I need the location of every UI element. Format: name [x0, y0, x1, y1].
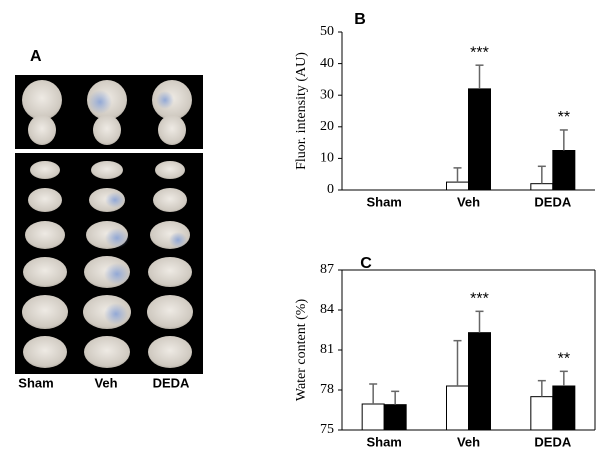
bar [530, 396, 554, 431]
x-tick-label: Sham [366, 434, 401, 449]
significance-label: ** [558, 351, 570, 368]
y-tick-label: 84 [320, 302, 334, 317]
significance-label: *** [470, 44, 489, 61]
x-tick-label: DEDA [534, 194, 571, 209]
panel-label: A [30, 48, 42, 65]
y-tick-label: 40 [320, 56, 334, 71]
significance-label: *** [470, 291, 489, 308]
panel-label: B [354, 11, 366, 28]
significance-label: ** [558, 109, 570, 126]
y-axis-label: Fluor. intensity (AU) [294, 52, 309, 170]
bar [446, 385, 469, 431]
bar [468, 332, 491, 431]
x-tick-label: Veh [457, 194, 480, 209]
y-tick-label: 78 [320, 382, 334, 397]
panel-label: C [360, 255, 372, 272]
y-tick-label: 20 [320, 119, 334, 134]
y-tick-label: 50 [320, 24, 334, 39]
bar [468, 88, 491, 191]
column-label: Veh [94, 375, 117, 390]
whole-brains [22, 80, 192, 145]
bar [552, 385, 576, 431]
y-tick-label: 81 [320, 342, 334, 357]
bar [361, 403, 385, 431]
y-axis-label: Water content (%) [294, 299, 309, 402]
bar [383, 404, 407, 431]
bar [530, 183, 554, 191]
column-label: Sham [18, 375, 53, 390]
bar [446, 181, 469, 191]
y-tick-label: 10 [320, 151, 334, 166]
y-tick-label: 0 [327, 182, 334, 197]
brain-slices [22, 161, 193, 368]
column-label: DEDA [153, 375, 190, 390]
y-tick-label: 75 [320, 422, 334, 437]
y-tick-label: 30 [320, 87, 334, 102]
x-tick-label: Veh [457, 434, 480, 449]
x-tick-label: Sham [366, 194, 401, 209]
panel-a: A Sham Veh DEDA [15, 48, 203, 390]
x-tick-label: DEDA [534, 434, 571, 449]
y-tick-label: 87 [320, 262, 334, 277]
bar [552, 150, 576, 191]
